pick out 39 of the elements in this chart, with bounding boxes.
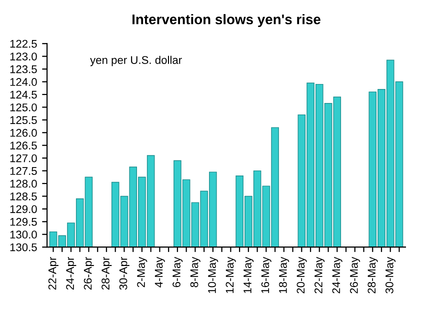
y-tick-label: 127.5	[10, 167, 37, 175]
x-tick-label: 16-May	[261, 256, 272, 294]
x-tick-label: 28-May	[368, 256, 378, 294]
x-tick-label: 12-May	[226, 256, 236, 294]
x-tick-label: 26-May	[350, 256, 360, 294]
x-tick-label: 8-May	[190, 256, 200, 288]
y-tick-label: 123.5	[10, 65, 37, 74]
x-tick-label: 10-May	[208, 256, 218, 294]
y-tick-label: 124.0	[10, 78, 37, 86]
y-tick-label: 122.5	[10, 40, 37, 48]
y-tick-label: 130.0	[10, 230, 37, 239]
x-tick-label: 20-May	[296, 256, 307, 294]
y-tick-label: 129.0	[10, 205, 37, 214]
y-tick-label: 123.0	[10, 52, 37, 60]
chart-title: Intervention slows yen's rise	[132, 14, 320, 28]
x-tick-label: 30-Apr	[119, 257, 130, 290]
y-tick-label: 125.5	[10, 116, 37, 124]
y-tick-label: 130.5	[10, 243, 37, 252]
y-tick-label: 129.5	[10, 218, 37, 226]
x-tick-label: 14-May	[244, 256, 254, 294]
x-tick-label: 2-May	[137, 256, 148, 288]
y-tick-label: 128.5	[10, 192, 37, 200]
x-tick-label: 22-Apr	[48, 257, 58, 290]
y-tick-label: 128.0	[10, 180, 37, 188]
x-tick-label: 24-Apr	[66, 257, 76, 290]
x-tick-label: 18-May	[279, 256, 290, 294]
x-tick-label: 22-May	[314, 256, 325, 294]
x-tick-label: 24-May	[332, 256, 342, 294]
x-tick-label: 30-May	[385, 256, 396, 294]
y-tick-label: 125.0	[10, 103, 37, 112]
x-tick-label: 26-Apr	[84, 257, 94, 290]
x-tick-label: 6-May	[172, 256, 183, 288]
y-tick-label: 126.5	[10, 142, 37, 150]
y-tick-label: 127.0	[10, 154, 37, 162]
x-tick-label: 28-Apr	[102, 257, 112, 290]
annotation: yen per U.S. dollar	[90, 56, 182, 66]
x-tick-label: 4-May	[154, 256, 165, 288]
y-tick-label: 126.0	[10, 128, 37, 137]
y-tick-label: 124.5	[10, 90, 37, 99]
